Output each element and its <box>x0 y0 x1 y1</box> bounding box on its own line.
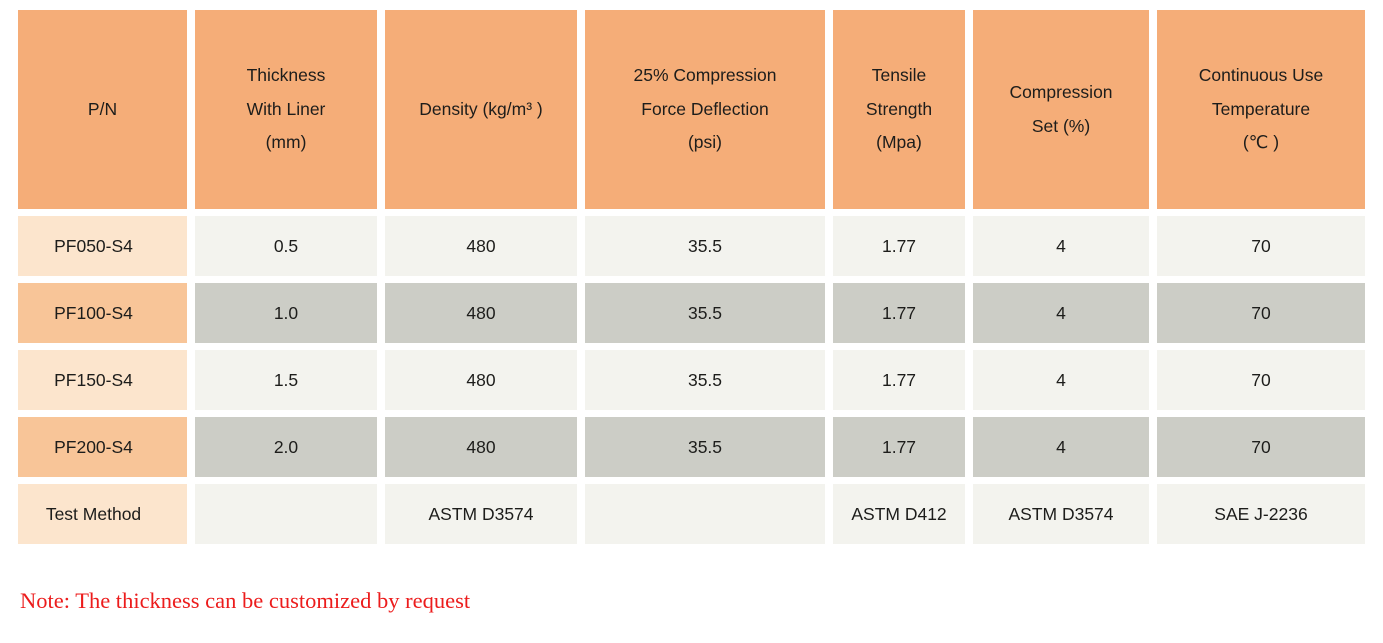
table-row-pf200-s4: PF200-S4 2.0 480 35.5 1.77 4 70 <box>18 417 1365 477</box>
cell-pf100-s4-continuous-use-temperature: 70 <box>1157 283 1365 343</box>
product-spec-table: P/N Thickness With Liner (mm) Density (kg/… <box>10 3 1373 551</box>
header-cell-compression-set: Compression Set (%) <box>973 10 1149 209</box>
cell-pf200-s4-density: 480 <box>385 417 577 477</box>
cell-pf050-s4-continuous-use-temperature: 70 <box>1157 216 1365 276</box>
cell-pf050-s4-compression-set: 4 <box>973 216 1149 276</box>
cell-pf150-s4-continuous-use-temperature: 70 <box>1157 350 1365 410</box>
cell-pf150-s4-thickness-with-liner: 1.5 <box>195 350 377 410</box>
cell-test-method-density: ASTM D3574 <box>385 484 577 544</box>
cell-pf200-s4-thickness-with-liner: 2.0 <box>195 417 377 477</box>
cell-pf150-s4-compression-force-deflection: 35.5 <box>585 350 825 410</box>
table-row-pf100-s4: PF100-S4 1.0 480 35.5 1.77 4 70 <box>18 283 1365 343</box>
header-cell-density: Density (kg/m³ ) <box>385 10 577 209</box>
row-label: PF200-S4 <box>18 417 187 477</box>
cell-pf150-s4-tensile-strength: 1.77 <box>833 350 965 410</box>
cell-pf200-s4-tensile-strength: 1.77 <box>833 417 965 477</box>
cell-test-method-tensile-strength: ASTM D412 <box>833 484 965 544</box>
table-row-test-method: Test Method ASTM D3574 ASTM D412 ASTM D3574… <box>18 484 1365 544</box>
cell-pf200-s4-compression-force-deflection: 35.5 <box>585 417 825 477</box>
cell-pf100-s4-thickness-with-liner: 1.0 <box>195 283 377 343</box>
cell-test-method-compression-set: ASTM D3574 <box>973 484 1149 544</box>
cell-pf050-s4-thickness-with-liner: 0.5 <box>195 216 377 276</box>
cell-pf200-s4-compression-set: 4 <box>973 417 1149 477</box>
table-header-row: P/N Thickness With Liner (mm) Density (kg/… <box>18 10 1365 209</box>
cell-pf050-s4-compression-force-deflection: 35.5 <box>585 216 825 276</box>
header-cell-tensile-strength: Tensile Strength (Mpa) <box>833 10 965 209</box>
header-cell-pn: P/N <box>18 10 187 209</box>
cell-pf050-s4-tensile-strength: 1.77 <box>833 216 965 276</box>
row-label: PF100-S4 <box>18 283 187 343</box>
table-row-pf150-s4: PF150-S4 1.5 480 35.5 1.77 4 70 <box>18 350 1365 410</box>
cell-pf150-s4-compression-set: 4 <box>973 350 1149 410</box>
cell-pf200-s4-continuous-use-temperature: 70 <box>1157 417 1365 477</box>
cell-pf100-s4-tensile-strength: 1.77 <box>833 283 965 343</box>
cell-test-method-continuous-use-temperature: SAE J-2236 <box>1157 484 1365 544</box>
row-label: Test Method <box>18 484 187 544</box>
note-text: Note: The thickness can be customized by… <box>20 588 471 613</box>
header-cell-thickness-with-liner: Thickness With Liner (mm) <box>195 10 377 209</box>
cell-pf100-s4-density: 480 <box>385 283 577 343</box>
row-label: PF050-S4 <box>18 216 187 276</box>
cell-pf050-s4-density: 480 <box>385 216 577 276</box>
cell-pf150-s4-density: 480 <box>385 350 577 410</box>
cell-pf100-s4-compression-set: 4 <box>973 283 1149 343</box>
cell-test-method-thickness-with-liner <box>195 484 377 544</box>
cell-test-method-compression-force-deflection <box>585 484 825 544</box>
cell-pf100-s4-compression-force-deflection: 35.5 <box>585 283 825 343</box>
row-label: PF150-S4 <box>18 350 187 410</box>
table-row-pf050-s4: PF050-S4 0.5 480 35.5 1.77 4 70 <box>18 216 1365 276</box>
header-cell-continuous-use-temperature: Continuous Use Temperature (℃ ) <box>1157 10 1365 209</box>
header-cell-compression-force-deflection: 25% Compression Force Deflection (psi) <box>585 10 825 209</box>
